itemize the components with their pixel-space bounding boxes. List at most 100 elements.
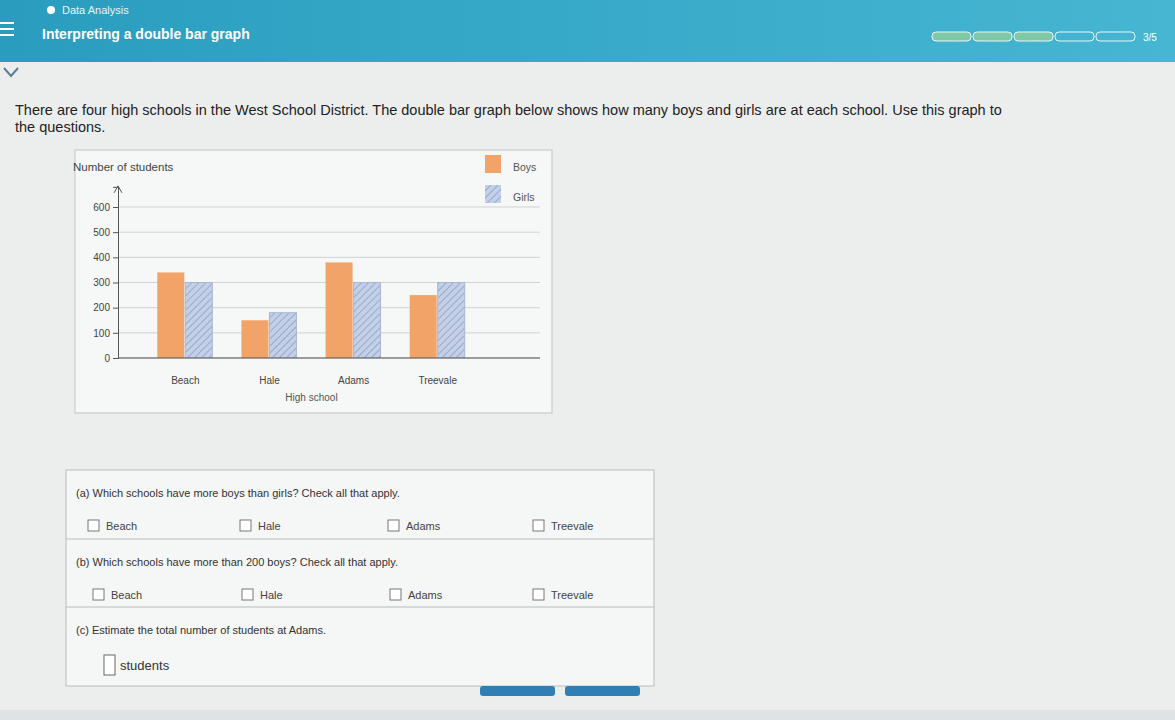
question-divider [66, 539, 654, 540]
y-tick: 300 [93, 277, 118, 288]
progress-segment [1055, 32, 1094, 41]
progress-segment [973, 32, 1012, 41]
bar [410, 295, 437, 358]
bar [157, 272, 184, 358]
progress-segment [932, 32, 971, 41]
option-label[interactable]: Hale [258, 520, 281, 532]
checkbox[interactable] [390, 589, 401, 600]
option-label[interactable]: Beach [111, 589, 142, 601]
y-tick-label: 0 [104, 353, 110, 364]
section-label: Data Analysis [62, 4, 129, 16]
y-tick-mark [113, 358, 118, 359]
footer-strip [0, 710, 1175, 720]
x-tick-label: Treevale [418, 375, 457, 386]
grid-line [118, 207, 540, 208]
collapse-chevron [4, 68, 18, 76]
legend-label: Girls [513, 191, 535, 203]
option-label[interactable]: Treevale [551, 520, 593, 532]
bar [269, 313, 296, 358]
y-tick-mark [113, 232, 118, 233]
intro-text: There are four high schools in the West … [15, 102, 1002, 118]
x-tick-label: Beach [171, 375, 199, 386]
menu-line [0, 28, 14, 30]
x-axis-baseline [118, 358, 540, 359]
question-prompt: (b) Which schools have more than 200 boy… [76, 556, 398, 568]
legend-label: Boys [513, 161, 536, 173]
y-tick-label: 200 [93, 302, 110, 313]
question-prompt: (a) Which schools have more boys than gi… [76, 487, 400, 499]
x-tick-label: Adams [338, 375, 369, 386]
answer-input[interactable] [104, 655, 115, 675]
y-tick-mark [113, 333, 118, 334]
bar [438, 283, 465, 359]
y-tick: 0 [104, 353, 118, 364]
menu-icon[interactable] [0, 22, 14, 36]
y-tick-mark [113, 257, 118, 258]
y-axis-arrow [114, 186, 122, 193]
option-label[interactable]: Adams [408, 589, 443, 601]
y-tick-label: 400 [93, 252, 110, 263]
y-tick-mark [113, 207, 118, 208]
legend: Boys Girls [485, 155, 536, 203]
x-axis-title: High school [285, 392, 337, 403]
x-tick: Beach [171, 375, 199, 386]
chart-frame [75, 150, 552, 413]
checkbox[interactable] [88, 520, 99, 531]
y-tick-mark [113, 308, 118, 309]
y-tick-label: 500 [93, 227, 110, 238]
menu-line [0, 22, 14, 24]
grid-line [118, 358, 540, 359]
legend-swatch [485, 155, 501, 173]
bar [326, 262, 353, 358]
x-tick: Hale [259, 375, 280, 386]
y-tick: 400 [93, 252, 118, 263]
y-tick: 600 [93, 202, 118, 213]
y-tick-mark [113, 283, 118, 284]
screen: Data Analysis Interpreting a double bar g… [0, 0, 1175, 720]
action-button[interactable] [480, 686, 555, 696]
option-label[interactable]: Beach [106, 520, 137, 532]
section-dot [47, 6, 55, 14]
x-tick: Adams [338, 375, 369, 386]
option-label[interactable]: Hale [260, 589, 283, 601]
bar [354, 283, 381, 359]
y-tick: 200 [93, 302, 118, 313]
checkbox[interactable] [533, 589, 544, 600]
checkbox[interactable] [240, 520, 251, 531]
header-bar [0, 0, 1175, 62]
checkbox[interactable] [93, 589, 104, 600]
bar [241, 320, 268, 358]
x-axis-line [119, 358, 506, 359]
grid-line [118, 257, 540, 258]
progress-label: 3/5 [1143, 32, 1157, 43]
checkbox[interactable] [533, 520, 544, 531]
y-tick-label: 300 [93, 277, 110, 288]
checkbox[interactable] [388, 520, 399, 531]
lesson-title: Interpreting a double bar graph [42, 26, 250, 42]
legend-swatch [485, 185, 501, 203]
intro-text: the questions. [15, 119, 105, 135]
question-prompt: (c) Estimate the total number of student… [76, 624, 326, 636]
x-tick-label: Hale [259, 375, 280, 386]
y-tick-label: 600 [93, 202, 110, 213]
question-divider [66, 607, 654, 608]
x-axis: Beach Hale Adams Treevale [119, 359, 506, 387]
grid-line [118, 232, 540, 233]
question-box [66, 470, 654, 686]
progress-segment [1096, 32, 1135, 41]
option-label[interactable]: Treevale [551, 589, 593, 601]
y-tick-label: 100 [93, 328, 110, 339]
menu-line [0, 34, 14, 36]
option-label[interactable]: Adams [406, 520, 441, 532]
y-axis: 0 100 200 300 400 500 600 [93, 187, 118, 363]
y-axis-line [113, 187, 119, 358]
y-tick: 100 [93, 328, 118, 339]
y-tick: 500 [93, 227, 118, 238]
bars [157, 262, 464, 358]
x-tick: Treevale [418, 375, 457, 386]
checkbox[interactable] [242, 589, 253, 600]
answer-unit: students [120, 658, 170, 673]
bar [185, 283, 212, 359]
progress-segment [1014, 32, 1053, 41]
action-button[interactable] [565, 686, 640, 696]
